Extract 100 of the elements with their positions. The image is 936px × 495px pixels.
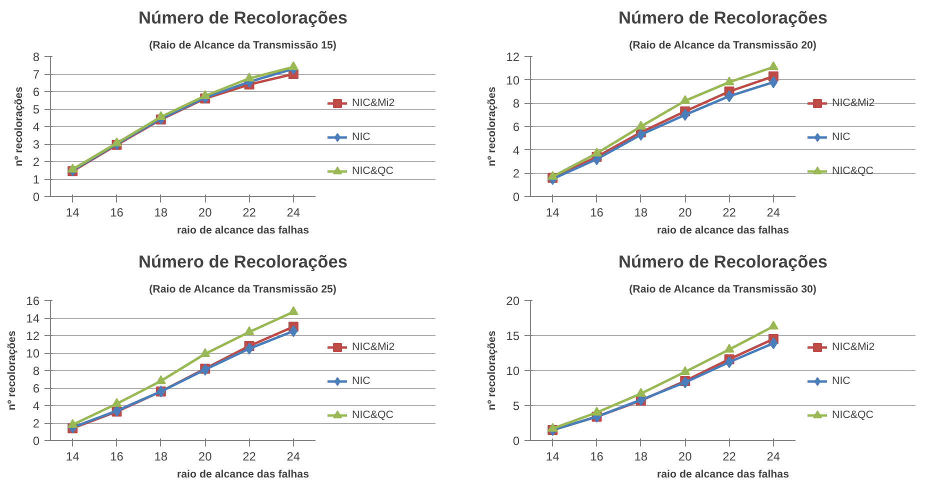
point (244, 72, 254, 82)
point (680, 95, 690, 104)
y-tick-label: 6 (32, 85, 40, 99)
x-tick-label: 14 (546, 450, 560, 464)
point (680, 376, 690, 388)
y-axis-title: nº recolorações (486, 330, 498, 410)
point (769, 76, 778, 88)
point (288, 306, 298, 315)
y-axis-title: nº recolorações (486, 86, 498, 166)
legend-label: NIC (832, 375, 852, 387)
x-tick-label: 22 (242, 450, 256, 464)
legend-label: NIC (352, 375, 372, 387)
legend-label: NIC&QC (352, 165, 394, 177)
point (548, 422, 558, 432)
point (112, 137, 122, 146)
legend-label: NIC&Mi2 (832, 97, 875, 109)
y-tick-label: 4 (32, 120, 40, 134)
legend-label: NIC&QC (832, 409, 874, 421)
y-tick-label: 8 (32, 50, 40, 64)
y-tick-label: 10 (506, 364, 520, 378)
point (768, 61, 778, 70)
legend-label: NIC (352, 131, 372, 143)
chart-title: Número de Recolorações (618, 252, 828, 272)
x-tick-label: 20 (198, 450, 212, 464)
point (636, 120, 646, 130)
chart-subtitle: (Raio de Alcance da Transmissão 30) (629, 284, 817, 296)
y-tick-label: 2 (32, 155, 40, 169)
legend-label: NIC&QC (352, 409, 394, 421)
x-tick-label: 24 (286, 206, 300, 220)
x-tick-label: 22 (722, 450, 736, 464)
x-tick-label: 16 (110, 206, 124, 220)
legend-label: NIC&QC (832, 165, 874, 177)
point (680, 366, 690, 375)
y-tick-label: 12 (26, 329, 40, 343)
x-tick-label: 24 (286, 450, 300, 464)
x-tick-label: 18 (634, 206, 648, 220)
y-tick-label: 6 (32, 382, 40, 396)
point (68, 419, 78, 428)
point (548, 170, 558, 180)
point (680, 108, 690, 121)
legend-label: NIC&Mi2 (832, 341, 875, 353)
y-tick-label: 1 (32, 172, 40, 186)
x-tick-label: 16 (590, 450, 604, 464)
point (592, 148, 602, 156)
y-tick-label: 7 (32, 68, 40, 82)
x-tick-label: 20 (678, 206, 692, 220)
point (592, 406, 602, 416)
point (244, 326, 254, 336)
chart-subtitle: (Raio de Alcance da Transmissão 20) (629, 40, 817, 52)
point (68, 164, 78, 172)
x-tick-label: 24 (766, 450, 780, 464)
y-tick-label: 15 (506, 329, 520, 343)
y-tick-label: 20 (506, 294, 520, 308)
y-tick-label: 8 (512, 96, 520, 111)
y-tick-label: 14 (26, 312, 40, 326)
legend-label: NIC&Mi2 (352, 97, 395, 109)
x-axis-title: raio de alcance das falhas (656, 468, 790, 480)
x-axis-title: raio de alcance das falhas (656, 224, 790, 236)
legend-label: NIC (832, 131, 852, 143)
y-tick-label: 0 (32, 190, 40, 204)
chart-title: Número de Recolorações (138, 252, 348, 272)
y-tick-label: 12 (506, 50, 520, 64)
point (156, 111, 166, 120)
legend-label: NIC&Mi2 (352, 341, 395, 353)
y-tick-label: 0 (512, 434, 520, 448)
y-tick-label: 10 (506, 73, 520, 88)
x-tick-label: 24 (766, 206, 780, 220)
x-tick-label: 18 (634, 450, 648, 464)
y-axis-title: nº recolorações (12, 86, 25, 166)
y-axis-title: nº recolorações (6, 330, 18, 410)
x-tick-label: 22 (722, 206, 736, 220)
y-tick-label: 3 (32, 138, 40, 152)
x-tick-label: 18 (154, 206, 168, 220)
x-tick-label: 14 (66, 450, 80, 464)
point (288, 61, 298, 70)
y-tick-label: 4 (32, 399, 40, 413)
y-tick-label: 2 (512, 166, 520, 181)
y-tick-label: 0 (512, 190, 520, 204)
point (724, 344, 734, 353)
chart-title: Número de Recolorações (618, 8, 828, 28)
point (724, 76, 734, 86)
point (636, 128, 646, 141)
point (636, 388, 646, 397)
chart-subtitle: (Raio de Alcance da Transmissão 15) (149, 40, 337, 52)
y-tick-label: 6 (512, 120, 520, 134)
x-tick-label: 14 (66, 206, 80, 220)
point (768, 320, 778, 330)
y-tick-label: 5 (32, 102, 40, 116)
y-tick-label: 0 (32, 434, 40, 448)
point (769, 337, 778, 350)
y-tick-label: 4 (512, 143, 520, 158)
point (112, 398, 122, 407)
point (200, 348, 210, 357)
point (200, 90, 210, 99)
x-tick-label: 20 (678, 450, 692, 464)
y-tick-label: 2 (32, 416, 40, 430)
x-tick-label: 18 (154, 450, 168, 464)
x-tick-label: 16 (110, 450, 124, 464)
x-axis-title: raio de alcance das falhas (176, 224, 310, 236)
point (289, 325, 298, 338)
